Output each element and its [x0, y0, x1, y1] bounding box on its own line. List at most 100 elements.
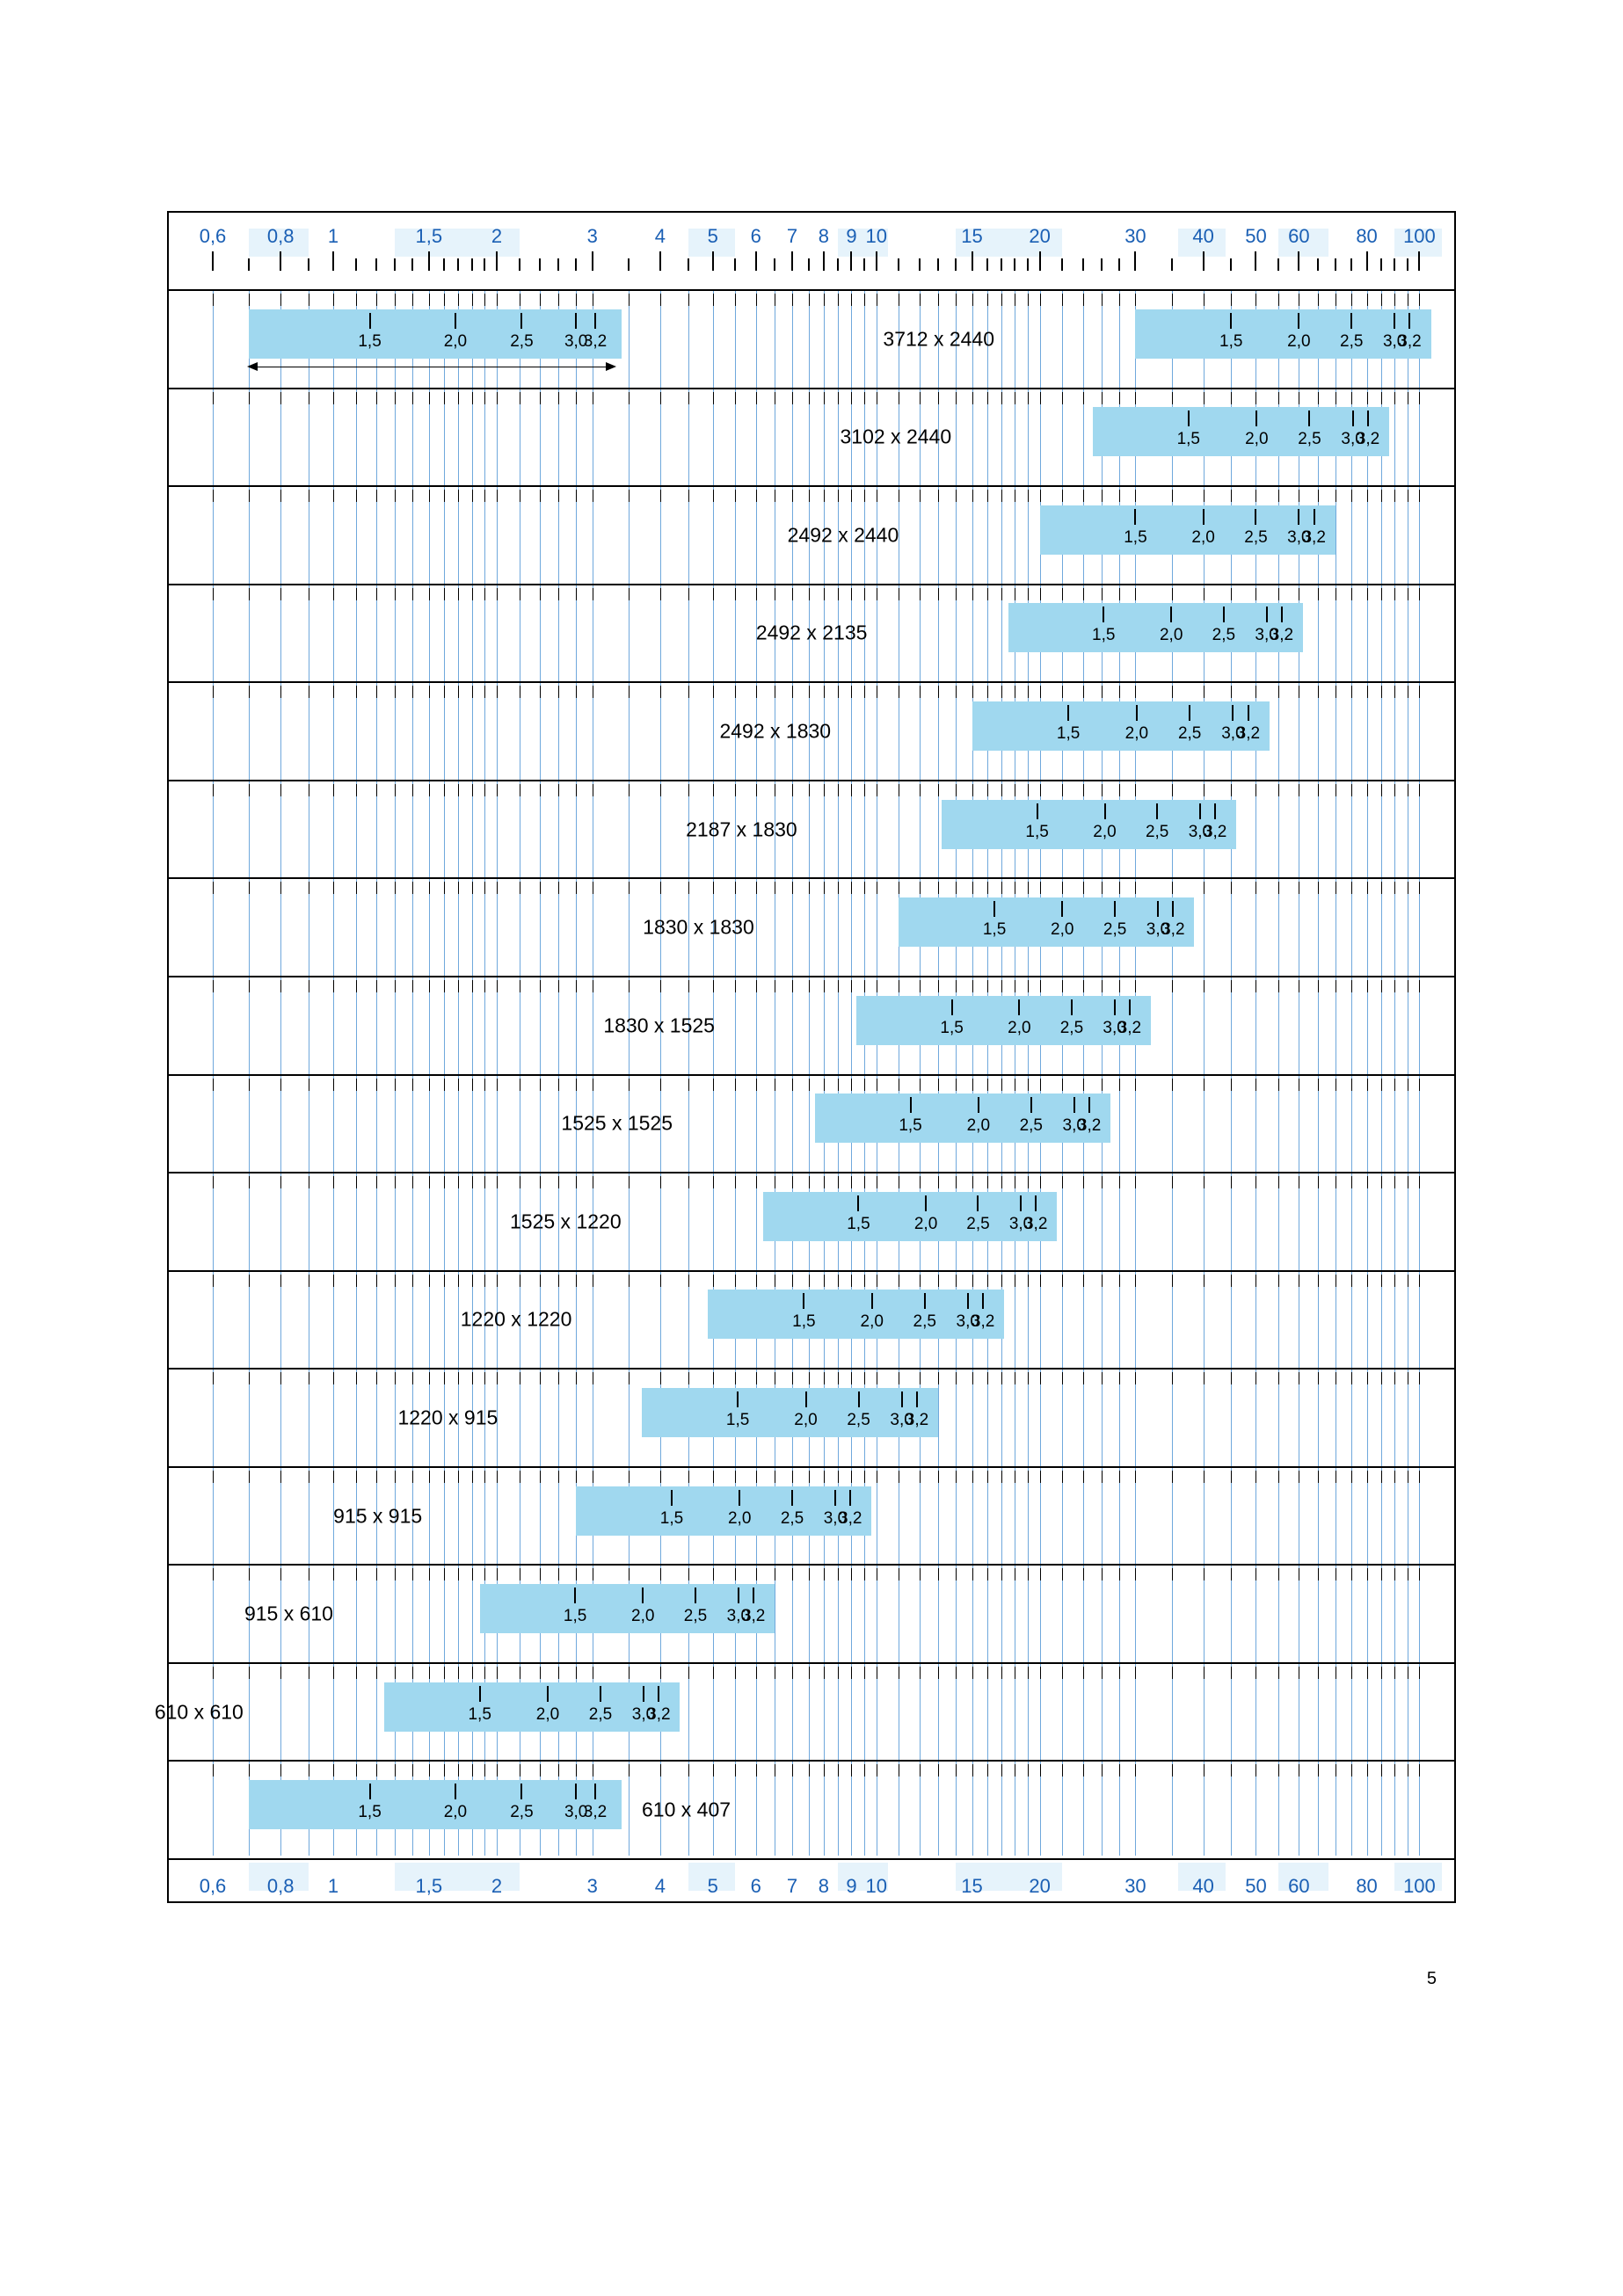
row-ruler-tick [1062, 1079, 1063, 1091]
row-ruler-tick [735, 882, 736, 894]
bar-inner-tick [369, 313, 371, 329]
row-ruler-tick [1172, 1079, 1173, 1091]
x-axis-tick [659, 251, 661, 271]
row-ruler-tick [497, 1471, 498, 1483]
row-ruler-tick [920, 1667, 921, 1679]
x-axis-tick-minor [557, 258, 559, 271]
row-ruler-tick [735, 784, 736, 796]
row-ruler-tick [1119, 1372, 1120, 1384]
row-ruler-tick [1135, 588, 1136, 600]
row-ruler-tick [1419, 1079, 1420, 1091]
x-axis-tick-minor [1380, 258, 1382, 271]
bar-inner-tick [547, 1686, 549, 1702]
row-ruler-tick [660, 784, 661, 796]
row-ruler-tick [333, 294, 334, 306]
row-ruler-tick [1231, 686, 1232, 698]
bar-inner-tick [1232, 705, 1234, 721]
row-ruler-tick [1083, 490, 1084, 502]
bar-inner-label: 3,2 [906, 1411, 928, 1430]
bar-inner-label: 3,2 [1024, 1215, 1047, 1234]
x-axis-tick-minor [1317, 258, 1319, 271]
x-axis-tick [1039, 251, 1041, 271]
row-ruler-tick [735, 1372, 736, 1384]
row-ruler-tick [809, 784, 810, 796]
x-axis-tick-minor [1350, 258, 1352, 271]
row-ruler-tick [838, 490, 839, 502]
row-separator [169, 1172, 1454, 1173]
row-ruler-tick [1255, 1176, 1256, 1188]
row-ruler-tick [851, 784, 852, 796]
row-ruler-tick [429, 686, 430, 698]
row-ruler-tick [660, 1568, 661, 1580]
row-ruler-tick [713, 1176, 714, 1188]
row-ruler-tick [576, 784, 577, 796]
row-ruler-tick [484, 1764, 485, 1776]
row-ruler-tick [376, 1079, 377, 1091]
bar-inner-label: 2,5 [1298, 430, 1321, 449]
row-ruler-tick [1367, 1079, 1368, 1091]
row-ruler-tick [458, 1568, 459, 1580]
row-ruler-tick [1367, 1764, 1368, 1776]
row-dimension-label: 610 x 407 [642, 1798, 731, 1822]
row-ruler-tick [1394, 1275, 1395, 1287]
row-ruler-tick [472, 1471, 473, 1483]
row-ruler-tick [1062, 490, 1063, 502]
bar-inner-label: 2,5 [1146, 823, 1168, 842]
row-ruler-tick [249, 392, 250, 404]
row-ruler-tick [280, 588, 281, 600]
row-ruler-tick [1255, 784, 1256, 796]
row-ruler-tick [444, 1568, 445, 1580]
row-ruler-tick [864, 980, 865, 992]
row-ruler-tick [1040, 1176, 1041, 1188]
row-ruler-tick [1040, 1667, 1041, 1679]
row-ruler-tick [1231, 490, 1232, 502]
row-ruler-tick [1062, 882, 1063, 894]
x-axis-label-top: 7 [787, 225, 797, 248]
row-ruler-tick [824, 1275, 825, 1287]
row-ruler-tick [395, 588, 396, 600]
row-ruler-tick [395, 1471, 396, 1483]
row-ruler-tick [864, 784, 865, 796]
row-ruler-tick [1040, 784, 1041, 796]
row-ruler-tick [1278, 1079, 1279, 1091]
x-axis-label-top: 40 [1192, 225, 1213, 248]
row-ruler-tick [395, 1764, 396, 1776]
row-ruler-tick [1083, 392, 1084, 404]
row-ruler-tick [1028, 686, 1029, 698]
row-ruler-tick [472, 294, 473, 306]
row-ruler-tick [735, 1667, 736, 1679]
row-ruler-tick [356, 490, 357, 502]
row-ruler-tick [838, 1471, 839, 1483]
row-ruler-tick [376, 980, 377, 992]
bar-inner-label: 1,5 [726, 1411, 749, 1430]
x-axis-tick [1255, 251, 1256, 271]
row-ruler-tick [1119, 392, 1120, 404]
x-axis-tick-minor [1335, 258, 1336, 271]
row-ruler-tick [1062, 392, 1063, 404]
row-ruler-tick [735, 392, 736, 404]
row-ruler-tick [444, 1275, 445, 1287]
row-ruler-tick [376, 588, 377, 600]
bar-inner-tick [1134, 509, 1136, 525]
row-ruler-tick [249, 1568, 250, 1580]
row-ruler-tick [497, 1079, 498, 1091]
x-axis-tick [755, 251, 757, 271]
row-dimension-label: 915 x 915 [333, 1504, 422, 1528]
x-axis-tick-minor [1027, 258, 1029, 271]
arrow-head-right [606, 362, 616, 371]
row-ruler-tick [356, 1764, 357, 1776]
row-ruler-tick [213, 1176, 214, 1188]
bar-inner-label: 3,2 [1270, 626, 1293, 645]
bar-inner-label: 1,5 [1219, 332, 1242, 352]
x-axis-label-bottom: 30 [1124, 1875, 1146, 1898]
bar-inner-tick [658, 1686, 659, 1702]
row-ruler-tick [1318, 1764, 1319, 1776]
row-ruler-tick [412, 980, 413, 992]
bar-inner-label: 2,5 [1244, 528, 1267, 548]
row-ruler-tick [444, 686, 445, 698]
x-axis-tick [972, 251, 973, 271]
row-ruler-tick [497, 490, 498, 502]
row-ruler-tick [1419, 490, 1420, 502]
row-ruler-tick [824, 1568, 825, 1580]
row-ruler-tick [1367, 1667, 1368, 1679]
